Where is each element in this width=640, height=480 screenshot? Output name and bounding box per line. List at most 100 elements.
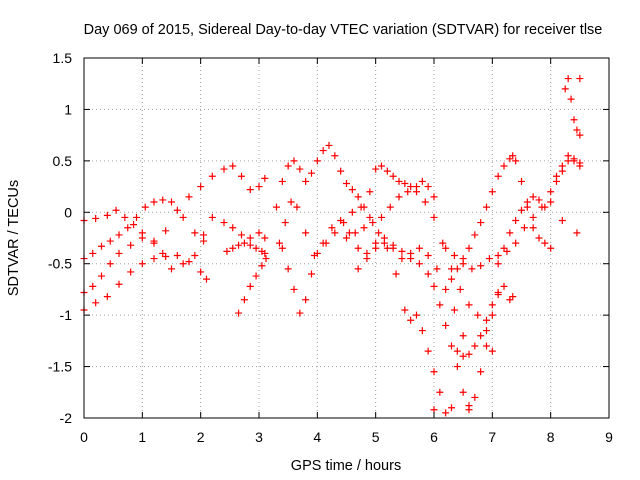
x-tick-label: 0 bbox=[80, 429, 88, 445]
data-point bbox=[535, 196, 543, 204]
data-point bbox=[392, 270, 400, 278]
data-point bbox=[421, 198, 429, 206]
x-tick-label: 5 bbox=[372, 429, 380, 445]
data-point bbox=[310, 251, 318, 259]
data-point bbox=[570, 157, 578, 165]
data-point bbox=[191, 229, 199, 237]
data-point bbox=[127, 268, 135, 276]
data-point bbox=[553, 177, 560, 185]
data-point bbox=[494, 251, 502, 259]
data-point bbox=[465, 402, 473, 410]
data-point bbox=[413, 311, 420, 319]
data-point bbox=[127, 241, 135, 249]
x-tick-label: 4 bbox=[313, 429, 321, 445]
y-tick-label: 1 bbox=[64, 101, 72, 117]
data-point bbox=[337, 167, 345, 175]
data-point bbox=[173, 206, 181, 214]
x-tick-label: 9 bbox=[605, 429, 613, 445]
x-tick-label: 2 bbox=[197, 429, 205, 445]
data-point bbox=[133, 213, 140, 221]
data-series bbox=[343, 188, 496, 355]
data-point bbox=[220, 165, 228, 173]
data-series bbox=[453, 282, 514, 360]
data-point bbox=[474, 311, 482, 319]
data-point bbox=[229, 162, 237, 170]
data-point bbox=[407, 255, 415, 263]
data-point bbox=[378, 213, 385, 221]
data-point bbox=[547, 244, 555, 252]
data-point bbox=[252, 272, 260, 280]
data-point bbox=[293, 203, 301, 211]
data-point bbox=[494, 289, 502, 297]
data-series bbox=[354, 239, 502, 414]
data-point bbox=[564, 152, 572, 160]
data-point bbox=[150, 239, 158, 247]
data-point bbox=[121, 213, 129, 221]
data-point bbox=[278, 177, 286, 185]
x-tick-label: 8 bbox=[547, 429, 555, 445]
data-point bbox=[573, 229, 581, 237]
data-point bbox=[150, 255, 158, 263]
data-series bbox=[275, 198, 467, 340]
data-point bbox=[520, 224, 528, 232]
data-point bbox=[424, 183, 432, 191]
data-point bbox=[179, 260, 187, 268]
data-point bbox=[246, 282, 254, 290]
data-point bbox=[442, 321, 450, 329]
data-point bbox=[235, 309, 243, 317]
data-point bbox=[518, 177, 525, 185]
data-point bbox=[453, 363, 461, 371]
data-point bbox=[141, 203, 149, 211]
data-point bbox=[273, 203, 280, 211]
data-point bbox=[275, 239, 283, 247]
data-point bbox=[477, 262, 485, 270]
data-point bbox=[372, 244, 380, 252]
data-point bbox=[500, 244, 508, 252]
data-point bbox=[389, 241, 397, 249]
data-point bbox=[512, 239, 520, 247]
x-axis-ticks: 0 1 2 3 4 5 6 7 8 9 bbox=[80, 58, 613, 445]
data-point bbox=[168, 198, 175, 206]
data-point bbox=[229, 244, 237, 252]
data-point bbox=[106, 260, 114, 268]
data-point bbox=[369, 219, 377, 227]
data-point bbox=[436, 301, 444, 309]
data-point bbox=[284, 162, 292, 170]
data-series bbox=[80, 251, 210, 314]
data-point bbox=[238, 231, 245, 239]
data-point bbox=[366, 188, 374, 196]
y-tick-label: -1 bbox=[60, 307, 73, 323]
data-point bbox=[302, 229, 310, 237]
plot-frame bbox=[83, 57, 610, 419]
data-point bbox=[448, 275, 455, 283]
data-point bbox=[380, 239, 388, 247]
data-point bbox=[308, 169, 315, 177]
data-point bbox=[89, 282, 97, 290]
data-point bbox=[459, 260, 467, 268]
y-tick-label: -0.5 bbox=[48, 256, 72, 272]
data-series bbox=[494, 152, 584, 268]
data-point bbox=[529, 224, 537, 232]
data-point bbox=[319, 147, 327, 155]
data-point bbox=[389, 172, 397, 180]
data-point bbox=[401, 179, 409, 187]
data-point bbox=[138, 234, 146, 242]
data-point bbox=[308, 270, 315, 278]
grid-lines bbox=[84, 58, 609, 418]
data-point bbox=[238, 172, 245, 180]
data-point bbox=[185, 193, 193, 201]
data-point bbox=[138, 260, 146, 268]
y-tick-label: 0.5 bbox=[53, 153, 73, 169]
data-point bbox=[115, 249, 123, 257]
data-point bbox=[115, 280, 123, 288]
data-point bbox=[200, 237, 208, 245]
data-series bbox=[430, 75, 584, 414]
x-tick-label: 3 bbox=[255, 429, 263, 445]
data-point bbox=[246, 234, 254, 242]
x-tick-label: 1 bbox=[138, 429, 146, 445]
data-point bbox=[124, 224, 132, 232]
data-point bbox=[570, 116, 578, 124]
data-point bbox=[483, 316, 490, 324]
data-point bbox=[220, 219, 228, 227]
data-point bbox=[483, 327, 490, 335]
